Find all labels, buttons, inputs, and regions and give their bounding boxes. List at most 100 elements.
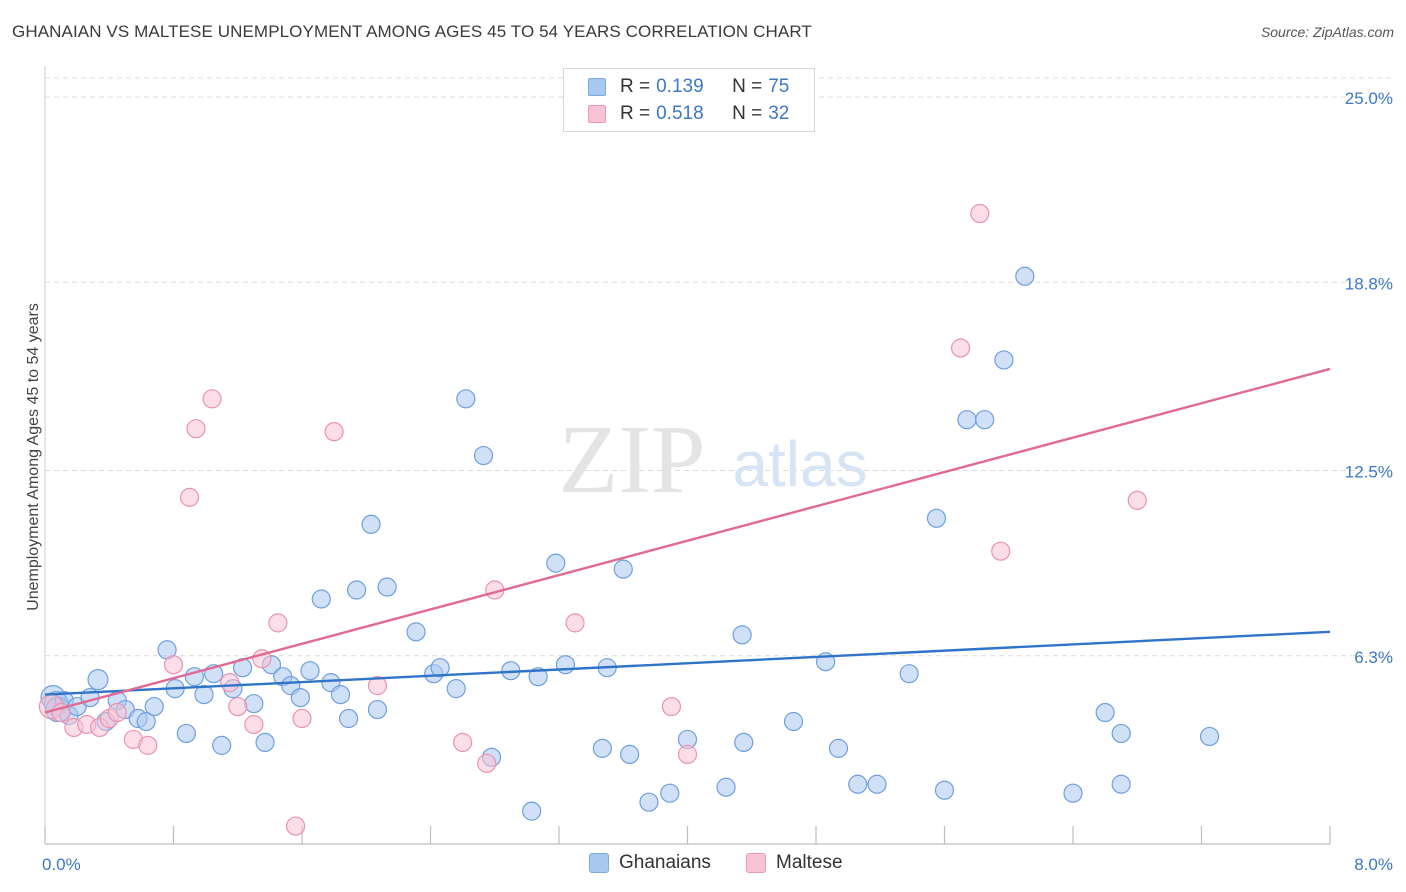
watermark-zip: ZIP bbox=[559, 406, 706, 514]
ghanaians-point bbox=[1111, 774, 1131, 794]
ghanaians-point bbox=[144, 696, 164, 717]
ghanaians-point bbox=[446, 679, 466, 699]
ghanaians-point bbox=[528, 667, 548, 687]
r-value: 0.139 bbox=[656, 76, 704, 97]
stats-legend: R = 0.139 N = 75 R = 0.518 N = 32 bbox=[563, 68, 815, 132]
legend-swatch-ghanaians bbox=[588, 78, 606, 96]
maltese-point bbox=[677, 744, 698, 764]
ghanaians-point bbox=[994, 350, 1014, 370]
r-value: 0.518 bbox=[656, 103, 704, 124]
y-axis-label: Unemployment Among Ages 45 to 54 years bbox=[25, 303, 42, 611]
x-tick-label-min: 0.0% bbox=[42, 855, 81, 874]
ghanaians-point bbox=[867, 774, 887, 794]
ghanaians-point bbox=[934, 780, 955, 800]
ghanaians-point bbox=[975, 410, 995, 430]
ghanaians-point bbox=[613, 559, 633, 579]
y-tick-label: 12.5% bbox=[1345, 463, 1393, 482]
ghanaians-point bbox=[1015, 266, 1035, 286]
ghanaians-point bbox=[212, 735, 232, 755]
ghanaians-point bbox=[716, 777, 736, 797]
tick-labels: 6.3% 12.5% 18.8% 25.0% 0.0% 8.0% Unemployment … bbox=[25, 89, 1393, 874]
n-label: N = bbox=[732, 76, 763, 97]
ghanaians-point bbox=[1111, 723, 1131, 744]
ghanaians-point bbox=[732, 625, 752, 645]
grid-lines bbox=[45, 77, 1395, 657]
ghanaians-point bbox=[899, 664, 919, 684]
ghanaians-point bbox=[546, 553, 566, 573]
maltese-point bbox=[477, 753, 497, 773]
maltese-point bbox=[991, 541, 1011, 561]
trend-lines bbox=[44, 367, 1331, 714]
maltese-point bbox=[228, 696, 248, 717]
ghanaians-point bbox=[244, 693, 264, 714]
maltese-point bbox=[179, 487, 200, 507]
legend-label-maltese: Maltese bbox=[776, 852, 843, 873]
maltese-point bbox=[268, 613, 288, 633]
maltese-point bbox=[453, 732, 473, 753]
ghanaians-point bbox=[290, 687, 310, 708]
maltese-point bbox=[107, 702, 127, 723]
n-label: N = bbox=[732, 103, 763, 124]
r-label: R = bbox=[620, 103, 651, 124]
maltese-point bbox=[202, 389, 222, 409]
legend-swatch-maltese bbox=[588, 105, 606, 123]
maltese-point bbox=[970, 203, 990, 224]
ghanaians-point bbox=[926, 508, 947, 528]
series-legend: Ghanaians Maltese bbox=[0, 852, 1406, 876]
legend-row-maltese: R = 0.518 N = 32 bbox=[588, 102, 789, 126]
maltese-point bbox=[661, 696, 682, 717]
maltese-point bbox=[1127, 490, 1147, 510]
ghanaians-point bbox=[957, 410, 977, 430]
ghanaians-point bbox=[406, 622, 426, 642]
maltese-point bbox=[244, 714, 264, 735]
n-value: 75 bbox=[768, 76, 790, 97]
ghanaians-point bbox=[1095, 702, 1115, 723]
maltese-point bbox=[285, 816, 306, 836]
maltese-point bbox=[220, 673, 240, 693]
ghanaians-point bbox=[338, 708, 359, 729]
maltese-point bbox=[950, 338, 971, 358]
maltese-point bbox=[138, 735, 158, 755]
maltese-point bbox=[565, 613, 585, 633]
maltese-trend-line bbox=[44, 367, 1331, 714]
ghanaians-point bbox=[176, 723, 196, 744]
ghanaians-point bbox=[430, 658, 450, 678]
ghanaians-point bbox=[194, 684, 214, 705]
y-tick-label: 6.3% bbox=[1354, 648, 1393, 667]
ghanaians-point bbox=[522, 801, 542, 821]
watermark: ZIP atlas bbox=[559, 406, 868, 514]
maltese-point bbox=[367, 676, 388, 696]
n-value: 32 bbox=[768, 103, 790, 124]
chart-title: GHANAIAN VS MALTESE UNEMPLOYMENT AMONG A… bbox=[12, 22, 812, 41]
maltese-point bbox=[186, 419, 206, 439]
x-tick-label-max: 8.0% bbox=[1354, 855, 1393, 874]
ghanaians-point bbox=[734, 732, 754, 753]
ghanaians-point bbox=[1199, 726, 1220, 747]
ghanaians-point bbox=[828, 738, 849, 758]
ghanaians-point bbox=[367, 699, 388, 720]
ghanaians-point bbox=[555, 655, 576, 675]
ghanaians-point bbox=[783, 711, 804, 732]
ghanaians-point bbox=[255, 732, 275, 753]
legend-row-ghanaians: R = 0.139 N = 75 bbox=[588, 75, 789, 99]
ghanaians-point bbox=[361, 514, 381, 534]
ghanaians-point bbox=[311, 589, 331, 609]
source-label: Source: ZipAtlas.com bbox=[1260, 24, 1394, 40]
ghanaians-point bbox=[848, 774, 868, 794]
ghanaians-point bbox=[347, 580, 367, 600]
maltese-point bbox=[163, 655, 184, 675]
ghanaians-point bbox=[87, 669, 109, 691]
y-tick-label: 18.8% bbox=[1345, 274, 1393, 293]
legend-item-ghanaians: Ghanaians bbox=[589, 852, 711, 874]
ghanaians-point bbox=[377, 577, 397, 597]
ghanaians-point bbox=[473, 445, 494, 466]
maltese-point bbox=[292, 708, 312, 729]
ghanaians-point bbox=[1063, 783, 1083, 803]
legend-item-maltese: Maltese bbox=[746, 852, 843, 874]
ghanaians-point bbox=[639, 792, 659, 812]
watermark-atlas: atlas bbox=[732, 428, 867, 500]
ghanaians-point bbox=[456, 389, 476, 409]
ghanaians-point bbox=[300, 661, 320, 681]
ghanaians-point bbox=[620, 744, 640, 764]
